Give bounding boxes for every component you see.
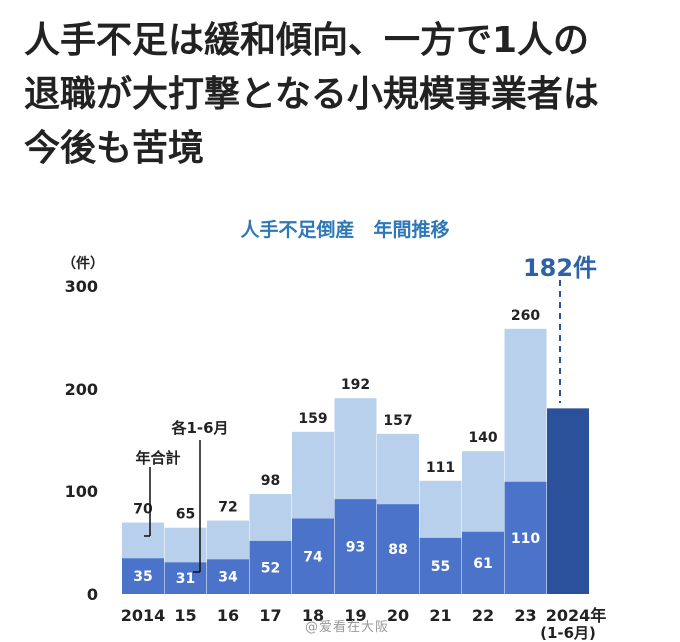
bars-layer: 70 35 2014 65 31 15 72 34 16 98 52 17 159 74 18 192 93 19… bbox=[121, 308, 607, 625]
x-tick-label: 20 bbox=[387, 606, 409, 625]
bar-half-year bbox=[122, 558, 164, 594]
data-label-half-year: 88 bbox=[388, 542, 407, 558]
data-label-half-year: 34 bbox=[218, 570, 238, 586]
data-label-annual: 157 bbox=[383, 413, 412, 429]
headline: 人手不足は緩和傾向、一方で1人の 退職が大打撃となる小規模事業者は 今後も苦境 bbox=[24, 14, 664, 176]
bar-half-year bbox=[419, 537, 462, 594]
data-label-annual: 65 bbox=[176, 507, 195, 523]
data-label-annual: 140 bbox=[468, 430, 497, 446]
bar-half-year bbox=[334, 499, 377, 594]
data-label-half-year: 61 bbox=[473, 556, 492, 572]
data-label-half-year: 110 bbox=[511, 531, 540, 547]
bar-half-year bbox=[377, 504, 419, 594]
headline-line-2: 退職が大打撃となる小規模事業者は bbox=[24, 74, 599, 115]
y-axis-unit: （件） bbox=[62, 255, 104, 272]
x-tick-label: 22 bbox=[472, 606, 494, 625]
watermark: @爱看在大阪 bbox=[305, 620, 390, 635]
x-tick-label: 16 bbox=[217, 606, 239, 625]
legend-label-halfyear: 各1-6月 bbox=[170, 419, 228, 437]
headline-line-1: 人手不足は緩和傾向、一方で1人の bbox=[24, 20, 590, 61]
data-label-annual: 70 bbox=[133, 502, 153, 518]
x-tick-label: 17 bbox=[259, 606, 281, 625]
x-tick-label: 21 bbox=[429, 606, 451, 625]
y-tick-label: 100 bbox=[65, 482, 98, 501]
bar-half-year bbox=[504, 481, 547, 594]
bar-half-year bbox=[207, 559, 249, 594]
x-tick-label: 2014 bbox=[121, 606, 166, 625]
bar-half-year bbox=[249, 540, 292, 594]
data-label-annual: 192 bbox=[341, 377, 370, 393]
x-tick-sublabel: (1-6月) bbox=[540, 624, 596, 642]
data-label-annual: 72 bbox=[218, 500, 237, 516]
chart-title: 人手不足倒産 年間推移 bbox=[240, 218, 449, 241]
bar-highlight bbox=[547, 408, 589, 594]
data-label-half-year: 31 bbox=[176, 571, 195, 587]
data-label-annual: 111 bbox=[426, 460, 455, 476]
data-label-half-year: 93 bbox=[346, 540, 365, 556]
x-tick-label: 23 bbox=[514, 606, 536, 625]
x-tick-label: 2024年 bbox=[546, 606, 607, 625]
headline-line-3: 今後も苦境 bbox=[24, 128, 205, 169]
data-label-annual: 260 bbox=[511, 308, 540, 324]
data-label-half-year: 74 bbox=[303, 549, 323, 565]
y-tick-label: 300 bbox=[65, 277, 98, 296]
data-label-half-year: 52 bbox=[261, 560, 280, 576]
data-label-annual: 98 bbox=[261, 473, 280, 489]
x-tick-label: 15 bbox=[174, 606, 196, 625]
legend-label-annual: 年合計 bbox=[135, 449, 180, 467]
bar-chart: 人手不足倒産 年間推移 （件） 0 100 200 300 70 35 2014 65… bbox=[62, 218, 607, 642]
data-label-annual: 159 bbox=[298, 411, 327, 427]
bar-half-year bbox=[462, 531, 504, 594]
highlight-label: 182件 bbox=[523, 254, 597, 282]
y-tick-label: 200 bbox=[65, 380, 98, 399]
y-tick-label: 0 bbox=[87, 585, 98, 604]
bar-half-year bbox=[292, 518, 334, 594]
x-tick-label: 19 bbox=[344, 606, 366, 625]
data-label-half-year: 55 bbox=[431, 559, 450, 575]
x-tick-label: 18 bbox=[302, 606, 324, 625]
data-label-half-year: 35 bbox=[133, 569, 152, 585]
